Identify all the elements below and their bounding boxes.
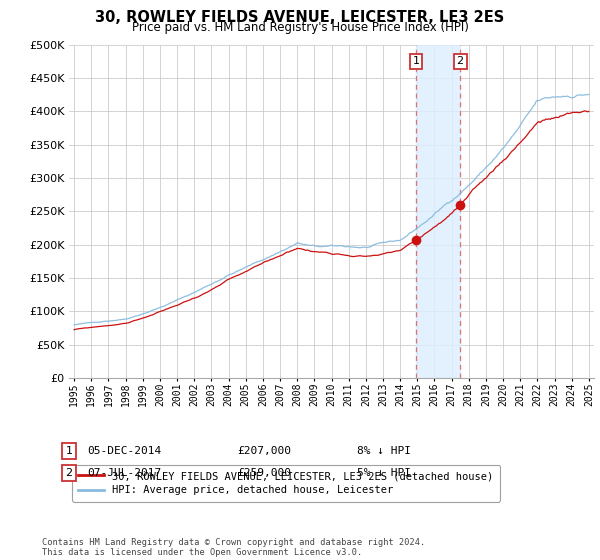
Text: 05-DEC-2014: 05-DEC-2014 [87,446,161,456]
Text: 1: 1 [65,446,73,456]
Bar [416,45,460,378]
Text: 1: 1 [412,57,419,67]
Text: Contains HM Land Registry data © Crown copyright and database right 2024.
This d: Contains HM Land Registry data © Crown c… [42,538,425,557]
Text: £259,000: £259,000 [237,468,291,478]
Legend: 30, ROWLEY FIELDS AVENUE, LEICESTER, LE3 2ES (detached house), HPI: Average pric: 30, ROWLEY FIELDS AVENUE, LEICESTER, LE3… [71,465,500,502]
Text: 07-JUL-2017: 07-JUL-2017 [87,468,161,478]
Text: Price paid vs. HM Land Registry's House Price Index (HPI): Price paid vs. HM Land Registry's House … [131,21,469,34]
Text: £207,000: £207,000 [237,446,291,456]
Text: 8% ↓ HPI: 8% ↓ HPI [357,446,411,456]
Text: 30, ROWLEY FIELDS AVENUE, LEICESTER, LE3 2ES: 30, ROWLEY FIELDS AVENUE, LEICESTER, LE3… [95,10,505,25]
Text: 2: 2 [65,468,73,478]
Text: 2: 2 [457,57,464,67]
Text: 5% ↓ HPI: 5% ↓ HPI [357,468,411,478]
